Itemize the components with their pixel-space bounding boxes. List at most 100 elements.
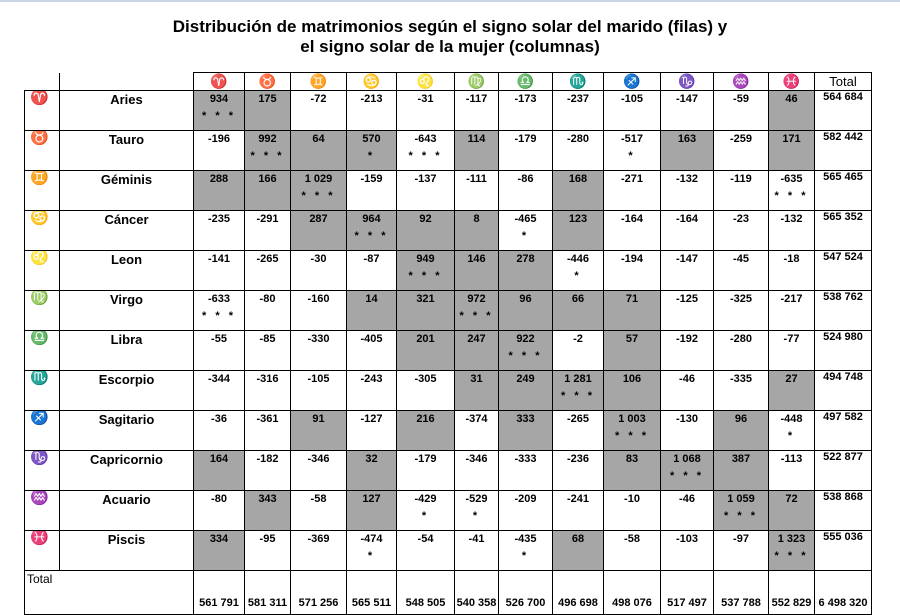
table-cell: -117 (454, 90, 499, 131)
table-cell: -97 (713, 530, 769, 571)
cell-value: -316 (256, 373, 279, 385)
row-total: 497 582 (814, 410, 872, 451)
row-total: 494 748 (814, 370, 872, 411)
table-cell: 31 (454, 370, 499, 411)
header-blank (24, 72, 60, 91)
cell-value: -635 (780, 173, 803, 185)
cell-value: -80 (211, 493, 227, 505)
table-cell: -18 (768, 250, 815, 291)
table-cell: -179 (396, 450, 455, 491)
cell-value: -117 (465, 93, 488, 105)
cell-value: 57 (625, 333, 639, 345)
cell-value: 96 (734, 413, 748, 425)
cell-value: 163 (677, 133, 697, 145)
significance-mark: * (574, 270, 582, 282)
column-total: 571 256 (290, 570, 347, 615)
cell-value: -265 (256, 253, 279, 265)
cell-value: -429 (414, 493, 437, 505)
cell-value: 46 (785, 93, 798, 105)
cell-value: 164 (209, 453, 229, 465)
cell-value: 934 (209, 93, 229, 105)
cell-value: -127 (360, 413, 383, 425)
significance-mark: * * * (408, 270, 443, 282)
cell-value: -265 (566, 413, 590, 425)
totals-row: Total 561 791 581 311 571 256 565 511 548 505… (24, 570, 872, 615)
table-cell: 168 (552, 170, 604, 211)
cell-value: -105 (307, 373, 330, 385)
cell-value: 288 (209, 173, 229, 185)
table-cell: -132 (660, 170, 714, 211)
table-cell: -344 (193, 370, 245, 411)
cell-value: 68 (571, 533, 585, 545)
cell-value: -97 (733, 533, 749, 545)
row-sign-name: Cáncer (59, 210, 194, 251)
cell-value: -87 (363, 253, 380, 265)
header-blank (59, 72, 194, 91)
table-cell: 166 (244, 170, 291, 211)
row-sign-name: Leon (59, 250, 194, 291)
cell-value: -325 (729, 293, 753, 305)
row-total: 555 036 (814, 530, 872, 571)
cell-value: -86 (517, 173, 534, 185)
table-cell: -85 (244, 330, 291, 371)
table-cell: -141 (193, 250, 245, 291)
table-cell: 92 (396, 210, 455, 251)
table-cell: -374 (454, 410, 499, 451)
significance-mark: * * * (408, 150, 443, 162)
table-row: ♒ Acuario -80 343 -58 127 -429 * -529 * -209 -241 -1… (24, 490, 872, 531)
column-total: 561 791 (193, 570, 245, 615)
cell-value: -10 (624, 493, 640, 505)
table-cell: 146 (454, 250, 499, 291)
row-symbol: ♓ (24, 530, 60, 571)
cell-value: -164 (620, 213, 644, 225)
table-cell: -635 * * * (768, 170, 815, 211)
significance-mark: * (628, 150, 636, 162)
cell-value: -41 (468, 533, 485, 545)
row-symbol: ♎ (24, 330, 60, 371)
table-cell: 287 (290, 210, 347, 251)
cell-value: -192 (675, 333, 699, 345)
table-cell: -147 (660, 90, 714, 131)
table-cell: -405 (346, 330, 397, 371)
table-cell: 175 (244, 90, 291, 131)
cell-value: -643 (414, 133, 437, 145)
column-header-symbol: ♏ (552, 72, 604, 91)
table-cell: -36 (193, 410, 245, 451)
row-symbol: ♈ (24, 90, 60, 131)
row-total: 524 980 (814, 330, 872, 371)
table-cell: -119 (713, 170, 769, 211)
table-cell: -280 (713, 330, 769, 371)
totals-label: Total (24, 570, 194, 615)
cell-value: -36 (211, 413, 227, 425)
table-cell: 1 003 * * * (603, 410, 661, 451)
marriage-table: ♈ ♉ ♊ ♋ ♌ ♍ ♎ ♏ ♐ ♑ ♒ ♓ Total ♈ Aries 934 * * * 175 -72 -21… (24, 72, 872, 615)
significance-mark: * * * (202, 310, 236, 322)
row-total: 582 442 (814, 130, 872, 171)
table-cell: -429 * (396, 490, 455, 531)
table-cell: -159 (346, 170, 397, 211)
row-sign-name: Sagitario (59, 410, 194, 451)
title-line-2: el signo solar de la mujer (columnas) (300, 37, 600, 56)
cell-value: -235 (207, 213, 231, 225)
cell-value: 72 (785, 493, 798, 505)
table-cell: -72 (290, 90, 347, 131)
table-cell: -209 (498, 490, 553, 531)
table-cell: -243 (346, 370, 397, 411)
cell-value: -46 (679, 493, 695, 505)
table-cell: -517 * (603, 130, 661, 171)
row-sign-name: Acuario (59, 490, 194, 531)
cell-value: -147 (675, 253, 699, 265)
column-total: 581 311 (244, 570, 291, 615)
cell-value: 175 (258, 93, 277, 105)
table-row: ♉ Tauro -196 992 * * * 64 570 * -643 * * * 114 -179… (24, 130, 872, 171)
table-cell: 278 (498, 250, 553, 291)
table-cell: 321 (396, 290, 455, 331)
cell-value: 127 (362, 493, 381, 505)
column-header-symbol: ♋ (346, 72, 397, 91)
table-cell: -164 (660, 210, 714, 251)
table-cell: 96 (498, 290, 553, 331)
cell-value: -30 (310, 253, 327, 265)
cell-value: 1 003 (618, 413, 646, 425)
cell-value: 1 029 (304, 173, 333, 185)
cell-value: 201 (416, 333, 435, 345)
